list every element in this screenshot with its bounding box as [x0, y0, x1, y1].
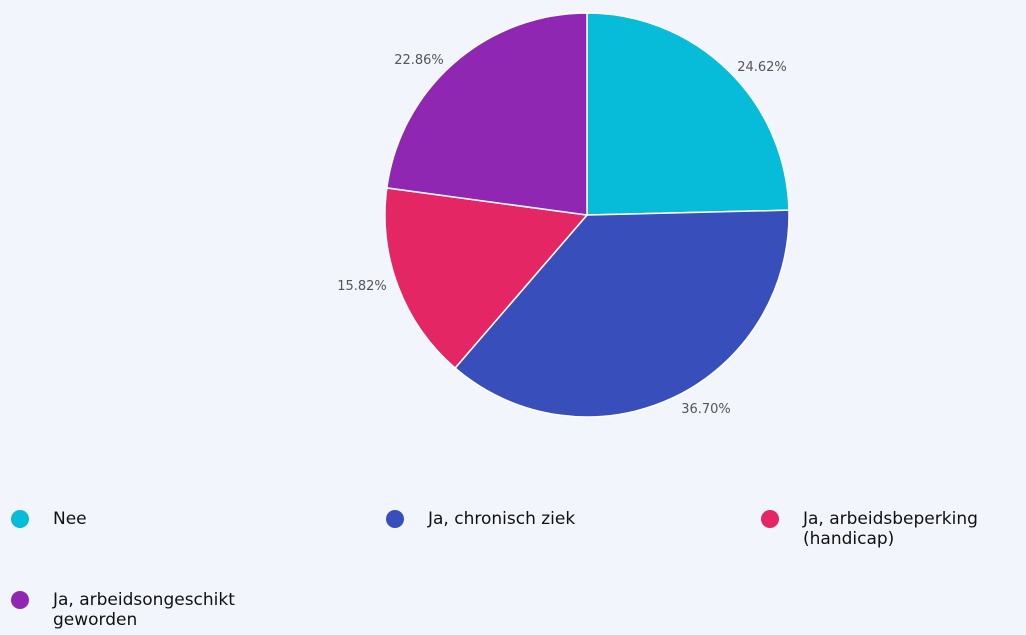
pie-slices	[384, 12, 790, 418]
slice-nee[interactable]	[586, 12, 790, 216]
slice-value-label-arbeidsongeschikt: 22.86%	[394, 53, 444, 68]
pie-value-labels: 24.62% 36.70% 15.82% 22.86%	[337, 53, 787, 417]
slice-value-label-arbeidsbeperking: 15.82%	[337, 279, 387, 294]
slice-arbeidsbeperking[interactable]	[384, 187, 589, 370]
slice-chronisch-ziek[interactable]	[454, 209, 790, 418]
slice-value-label-chronisch-ziek: 36.70%	[681, 402, 731, 417]
slice-value-label-nee: 24.62%	[737, 60, 787, 75]
slice-arbeidsongeschikt[interactable]	[385, 12, 588, 216]
